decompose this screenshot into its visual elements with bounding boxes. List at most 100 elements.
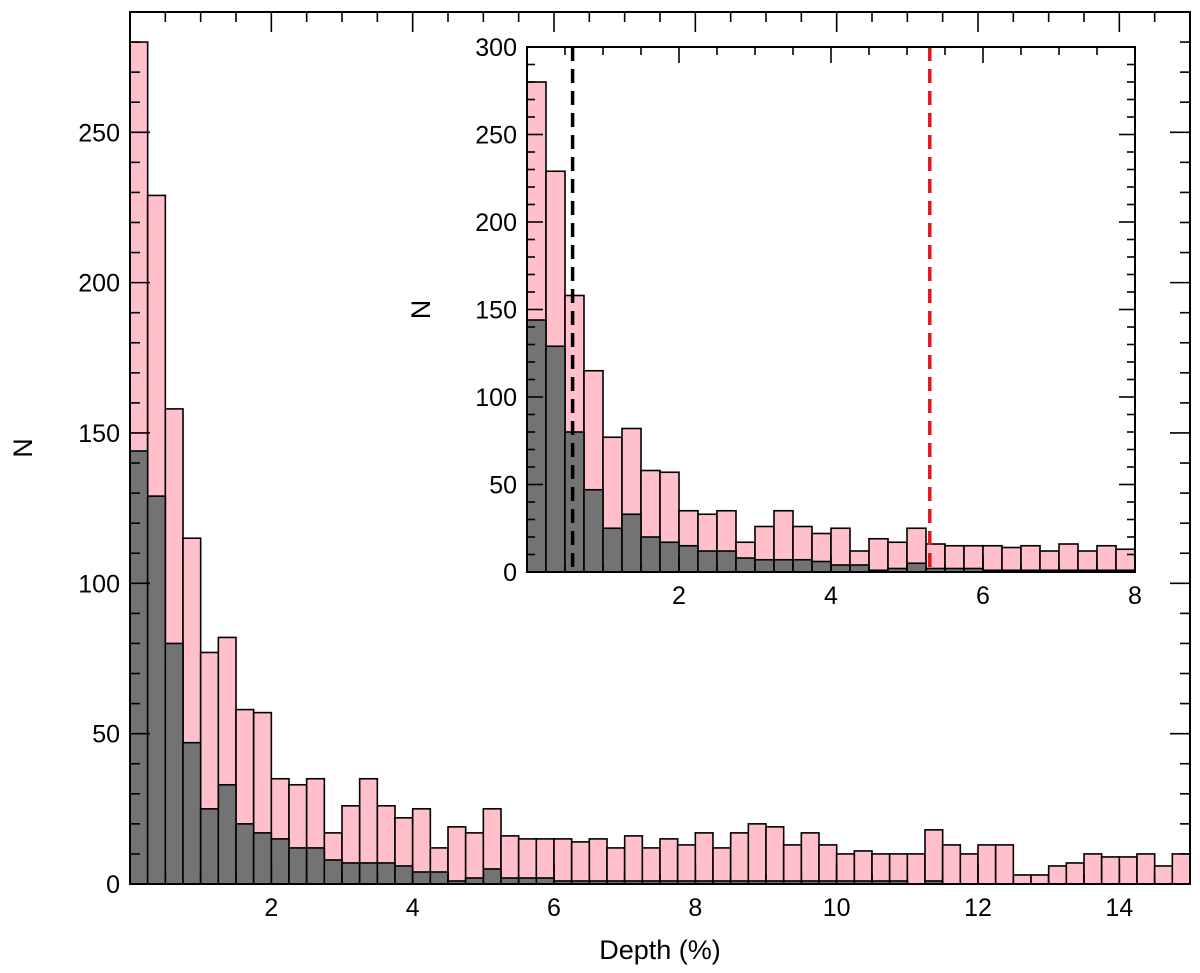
subset-bar	[640, 536, 661, 573]
total-bar	[659, 838, 679, 885]
total-bar	[1096, 544, 1117, 573]
total-bar	[941, 844, 962, 885]
total-bar	[464, 832, 485, 885]
total-bar	[712, 847, 732, 885]
subset-bar	[811, 560, 832, 573]
subset-bar	[429, 871, 449, 885]
total-bar	[1012, 874, 1032, 885]
subset-bar	[621, 513, 642, 573]
y-tick-label: 100	[78, 570, 120, 598]
total-bar	[906, 853, 926, 885]
subset-bar	[526, 319, 547, 573]
x-tick-label: 12	[964, 894, 992, 922]
y-tick-label: 50	[489, 472, 517, 500]
total-bar	[1001, 546, 1022, 573]
total-bar	[888, 853, 909, 885]
total-bar	[1171, 853, 1191, 885]
total-bar	[1030, 874, 1050, 885]
x-tick-label: 8	[1128, 582, 1142, 610]
y-tick-label: 50	[92, 721, 120, 749]
subset-bar	[323, 859, 343, 885]
total-bar	[641, 847, 661, 885]
y-axis-title: N	[406, 300, 436, 320]
subset-bar	[754, 558, 775, 573]
y-tick-label: 250	[475, 122, 517, 150]
total-bar	[1047, 865, 1068, 885]
total-bar	[694, 832, 714, 885]
total-bar	[623, 835, 644, 885]
total-bar	[1039, 550, 1060, 573]
y-tick-label: 0	[503, 559, 517, 587]
subset-bar	[482, 868, 502, 885]
subset-bar	[773, 558, 794, 573]
inset-histogram: 2 4 6 8 0 50 100 150 200 250 300 N	[406, 34, 1142, 610]
subset-bar	[199, 808, 220, 885]
total-bar	[994, 844, 1015, 885]
x-axis-title: Depth (%)	[599, 935, 721, 965]
total-bar	[747, 823, 767, 885]
total-bar	[959, 853, 979, 885]
x-tick-label: 6	[547, 894, 561, 922]
y-tick-label: 300	[475, 34, 517, 62]
x-tick-label: 10	[823, 894, 851, 922]
x-tick-label: 14	[1105, 894, 1133, 922]
subset-bar	[697, 550, 718, 573]
x-tick-label: 4	[406, 894, 420, 922]
x-tick-label: 2	[672, 582, 686, 610]
subset-bar	[146, 495, 167, 885]
subset-bar	[252, 832, 273, 885]
total-bar	[606, 847, 626, 885]
subset-bar	[235, 823, 255, 885]
subset-bar	[411, 871, 432, 885]
subset-bar	[217, 783, 237, 885]
total-bar	[447, 826, 467, 885]
subset-bar	[164, 642, 184, 885]
subset-bar	[341, 862, 361, 885]
subset-bar	[129, 450, 149, 885]
total-bar	[1077, 550, 1098, 573]
x-tick-label: 6	[976, 582, 990, 610]
total-bar	[868, 537, 889, 573]
total-bar	[977, 844, 997, 885]
y-axis-title: N	[8, 438, 38, 458]
subset-bar	[583, 488, 604, 573]
subset-bar	[659, 541, 680, 573]
subset-bar	[376, 862, 396, 885]
x-tick-label: 4	[824, 582, 838, 610]
total-bar	[924, 829, 944, 885]
x-tick-label: 8	[688, 894, 702, 922]
subset-bar	[288, 847, 308, 885]
total-bar	[1100, 856, 1121, 885]
subset-bar	[564, 431, 585, 573]
subset-bar	[792, 558, 813, 573]
subset-bar	[906, 562, 927, 573]
y-tick-label: 200	[78, 270, 120, 298]
subset-bar	[602, 527, 623, 573]
subset-bar	[270, 838, 290, 885]
subset-bar	[358, 862, 379, 885]
total-bar	[500, 835, 520, 885]
subset-bar	[735, 557, 756, 573]
total-bar	[553, 838, 573, 885]
total-bar	[887, 541, 908, 573]
total-bar	[818, 844, 838, 885]
total-bar	[1058, 543, 1079, 573]
total-bar	[588, 838, 608, 885]
y-tick-label: 100	[475, 384, 517, 412]
y-tick-label: 0	[106, 871, 120, 899]
total-bar	[765, 826, 785, 885]
total-bar	[676, 844, 697, 885]
subset-bar	[849, 564, 870, 573]
total-bar	[1153, 865, 1174, 885]
total-bar	[570, 841, 591, 885]
total-bar	[835, 853, 856, 885]
total-bar	[1115, 548, 1136, 573]
total-bar	[1065, 862, 1085, 885]
total-bar	[729, 832, 750, 885]
total-bar	[1020, 544, 1041, 573]
total-bar	[1118, 856, 1138, 885]
subset-bar	[716, 550, 737, 573]
y-tick-label: 200	[475, 209, 517, 237]
